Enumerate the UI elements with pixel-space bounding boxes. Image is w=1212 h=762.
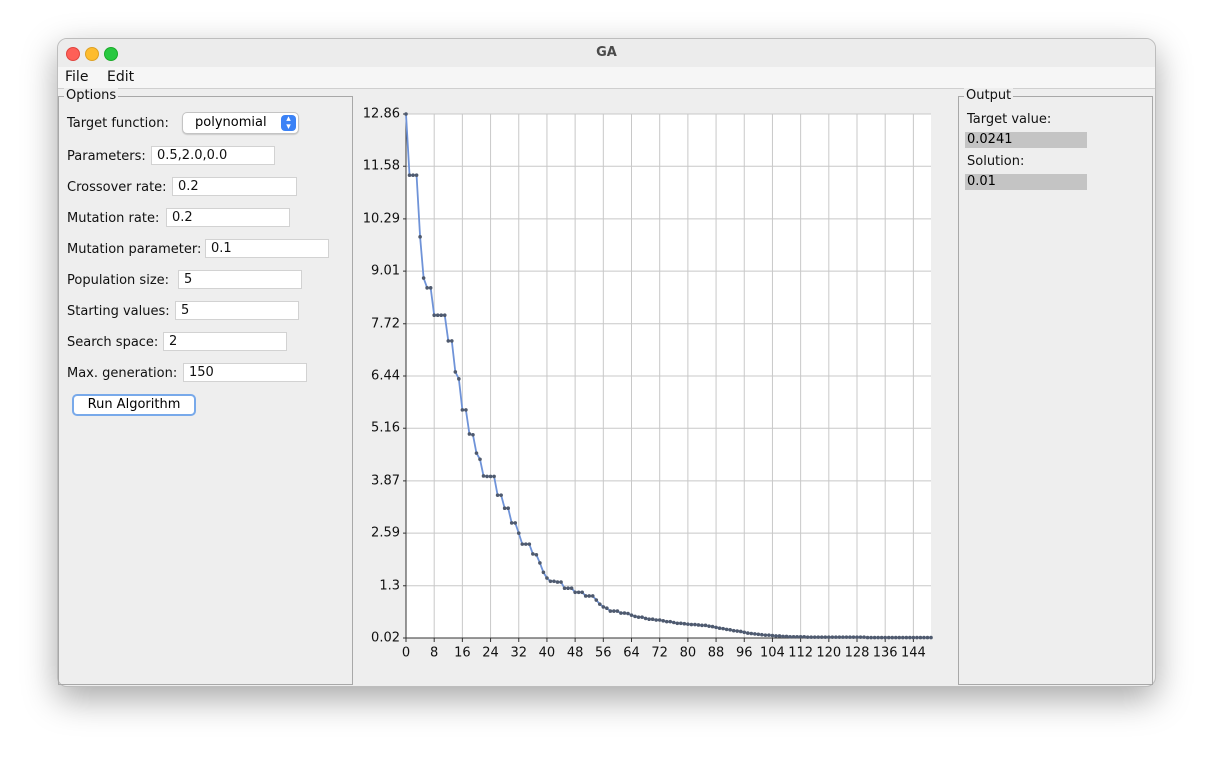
panel-title: Options [64, 88, 119, 103]
field-label: Crossover rate: [67, 180, 167, 195]
target-function-dropdown[interactable]: polynomial ▴ ▾ [182, 112, 299, 134]
field-label: Target function: [67, 116, 169, 131]
text-field[interactable]: 0.5,2.0,0.0 [151, 146, 275, 165]
text-field[interactable]: 2 [163, 332, 287, 351]
field-label: Population size: [67, 273, 170, 288]
text-field[interactable]: 0.1 [205, 239, 329, 258]
text-field[interactable]: 5 [178, 270, 302, 289]
output-panel: Output [958, 88, 1153, 685]
title-bar: GA [58, 39, 1155, 68]
zoom-button[interactable] [104, 47, 118, 61]
menu-bar: File Edit [58, 67, 1155, 89]
run-button[interactable]: Run Algorithm [72, 394, 196, 416]
minimize-button[interactable] [85, 47, 99, 61]
field-label: Starting values: [67, 304, 170, 319]
menu-edit[interactable]: Edit [107, 69, 135, 85]
dropdown-value: polynomial [195, 115, 267, 130]
output-label: Target value: [967, 112, 1052, 127]
dropdown-arrow: ▴ ▾ [281, 115, 296, 132]
field-label: Max. generation: [67, 366, 178, 381]
field-label: Parameters: [67, 149, 146, 164]
text-field[interactable]: 0.2 [172, 177, 297, 196]
options-panel: Options [58, 88, 353, 685]
panel-title: Output [964, 88, 1014, 103]
menu-file[interactable]: File [65, 69, 89, 85]
field-label: Mutation parameter: [67, 242, 202, 257]
text-field[interactable]: 150 [183, 363, 307, 382]
output-value: 0.01 [965, 174, 1087, 190]
field-label: Search space: [67, 335, 159, 350]
text-field[interactable]: 5 [175, 301, 299, 320]
output-value: 0.0241 [965, 132, 1087, 148]
field-label: Mutation rate: [67, 211, 160, 226]
text-field[interactable]: 0.2 [166, 208, 290, 227]
close-button[interactable] [66, 47, 80, 61]
output-label: Solution: [967, 154, 1025, 169]
window-title: GA [596, 45, 617, 60]
